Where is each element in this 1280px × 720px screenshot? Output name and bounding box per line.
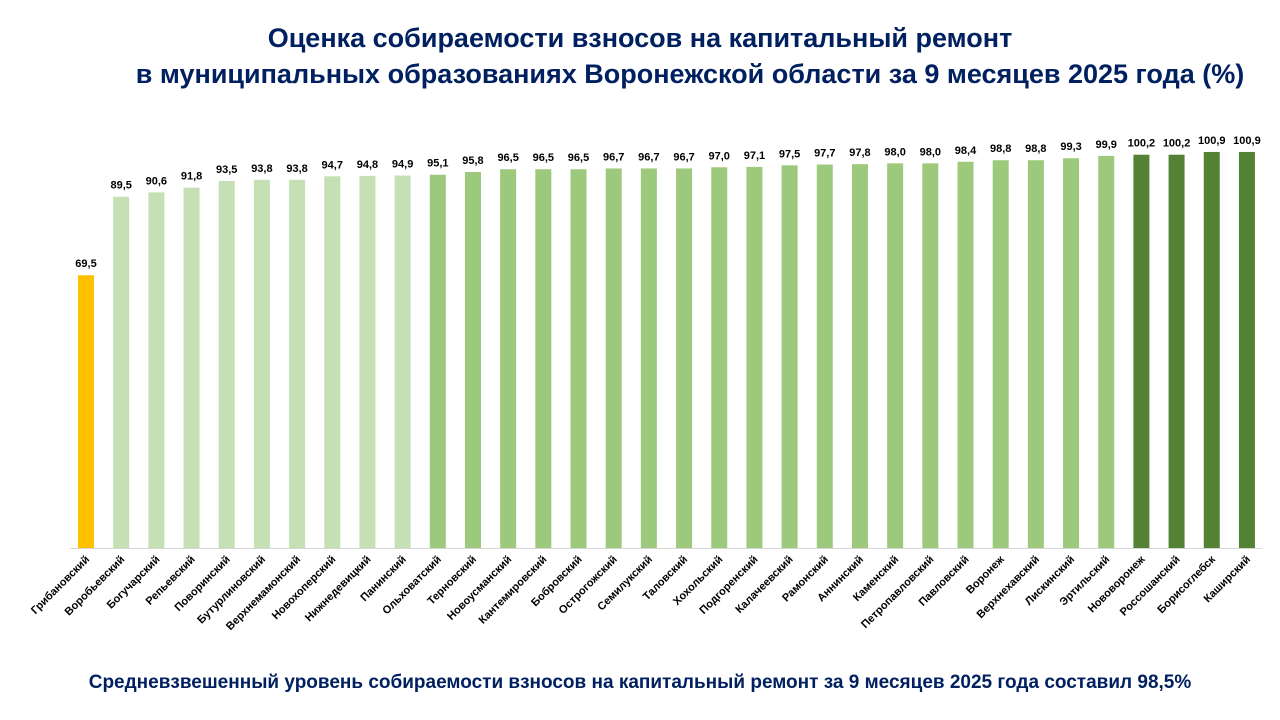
bar <box>500 169 517 549</box>
chart-title: Оценка собираемости взносов на капитальн… <box>267 23 1013 53</box>
bar <box>887 163 904 548</box>
data-label: 97,0 <box>709 150 730 162</box>
data-label: 97,7 <box>814 148 835 160</box>
data-label: 97,5 <box>779 148 800 160</box>
bar <box>253 179 270 548</box>
data-label: 95,1 <box>427 158 448 170</box>
bar <box>1098 155 1115 548</box>
data-label: 93,5 <box>216 164 237 176</box>
bar <box>816 164 833 548</box>
bar <box>113 196 130 548</box>
data-label: 94,9 <box>392 159 413 171</box>
bar <box>394 175 411 548</box>
data-label: 100,9 <box>1233 135 1261 147</box>
data-label: 95,8 <box>462 155 483 167</box>
bar <box>148 192 165 548</box>
data-label: 100,2 <box>1163 138 1191 150</box>
data-label: 100,9 <box>1198 135 1226 147</box>
data-label: 97,8 <box>849 147 870 159</box>
bar <box>957 161 974 548</box>
data-label: 98,8 <box>1025 143 1046 155</box>
data-label: 96,7 <box>673 151 694 163</box>
data-label: 96,5 <box>533 152 554 164</box>
bar <box>1238 151 1255 548</box>
bar <box>851 164 868 548</box>
data-label: 93,8 <box>251 163 272 175</box>
bar <box>218 181 235 548</box>
category-label: Новоусманский <box>445 554 514 623</box>
bar <box>359 175 376 548</box>
bar <box>464 171 481 549</box>
data-label: 99,9 <box>1096 139 1117 151</box>
data-label: 96,5 <box>497 152 518 164</box>
data-label: 96,5 <box>568 152 589 164</box>
bar <box>429 174 446 549</box>
category-label: Новохоперский <box>270 554 339 623</box>
data-label: 90,6 <box>146 175 167 187</box>
data-label: 99,3 <box>1060 141 1081 153</box>
bar <box>992 160 1009 548</box>
bar <box>1133 154 1150 548</box>
bar <box>535 169 552 549</box>
bar <box>605 168 622 548</box>
footer-note: Средневзвешенный уровень собираемости вз… <box>88 672 1192 693</box>
data-label: 96,7 <box>603 151 624 163</box>
data-label: 97,1 <box>744 150 765 162</box>
bar <box>1203 151 1220 548</box>
chart-subtitle: в муниципальных образованиях Воронежской… <box>135 59 1245 89</box>
bar <box>1027 160 1044 548</box>
bar <box>1168 154 1185 548</box>
data-label: 94,8 <box>357 159 378 171</box>
data-label: 98,8 <box>990 143 1011 155</box>
data-label: 98,0 <box>884 146 905 158</box>
bar <box>570 169 587 549</box>
data-label: 100,2 <box>1128 138 1156 150</box>
category-label: Верхнехавский <box>975 554 1042 621</box>
bar <box>711 167 728 548</box>
data-label: 98,0 <box>920 146 941 158</box>
bar <box>1063 158 1080 548</box>
category-label: Нижнедевицкий <box>303 554 373 624</box>
bar <box>781 165 798 548</box>
category-label: Воробьевский <box>63 554 128 619</box>
data-label: 96,7 <box>638 151 659 163</box>
data-label: 69,5 <box>75 258 96 270</box>
data-label: 89,5 <box>110 180 131 192</box>
data-label: 91,8 <box>181 171 202 183</box>
data-label: 93,8 <box>286 163 307 175</box>
bar <box>78 275 94 548</box>
bar <box>676 168 693 548</box>
bar <box>640 168 657 548</box>
data-label: 98,4 <box>955 145 977 157</box>
category-label: Россошанский <box>1118 554 1183 619</box>
bar <box>289 179 306 548</box>
bar-chart: 69,5Грибановский89,5Воробьевский90,6Богу… <box>29 135 1262 633</box>
data-label: 94,7 <box>322 159 343 171</box>
bar <box>922 163 939 548</box>
bar <box>183 187 200 548</box>
bar <box>324 176 341 549</box>
bar <box>746 166 763 548</box>
category-label: Грибановский <box>29 554 92 617</box>
